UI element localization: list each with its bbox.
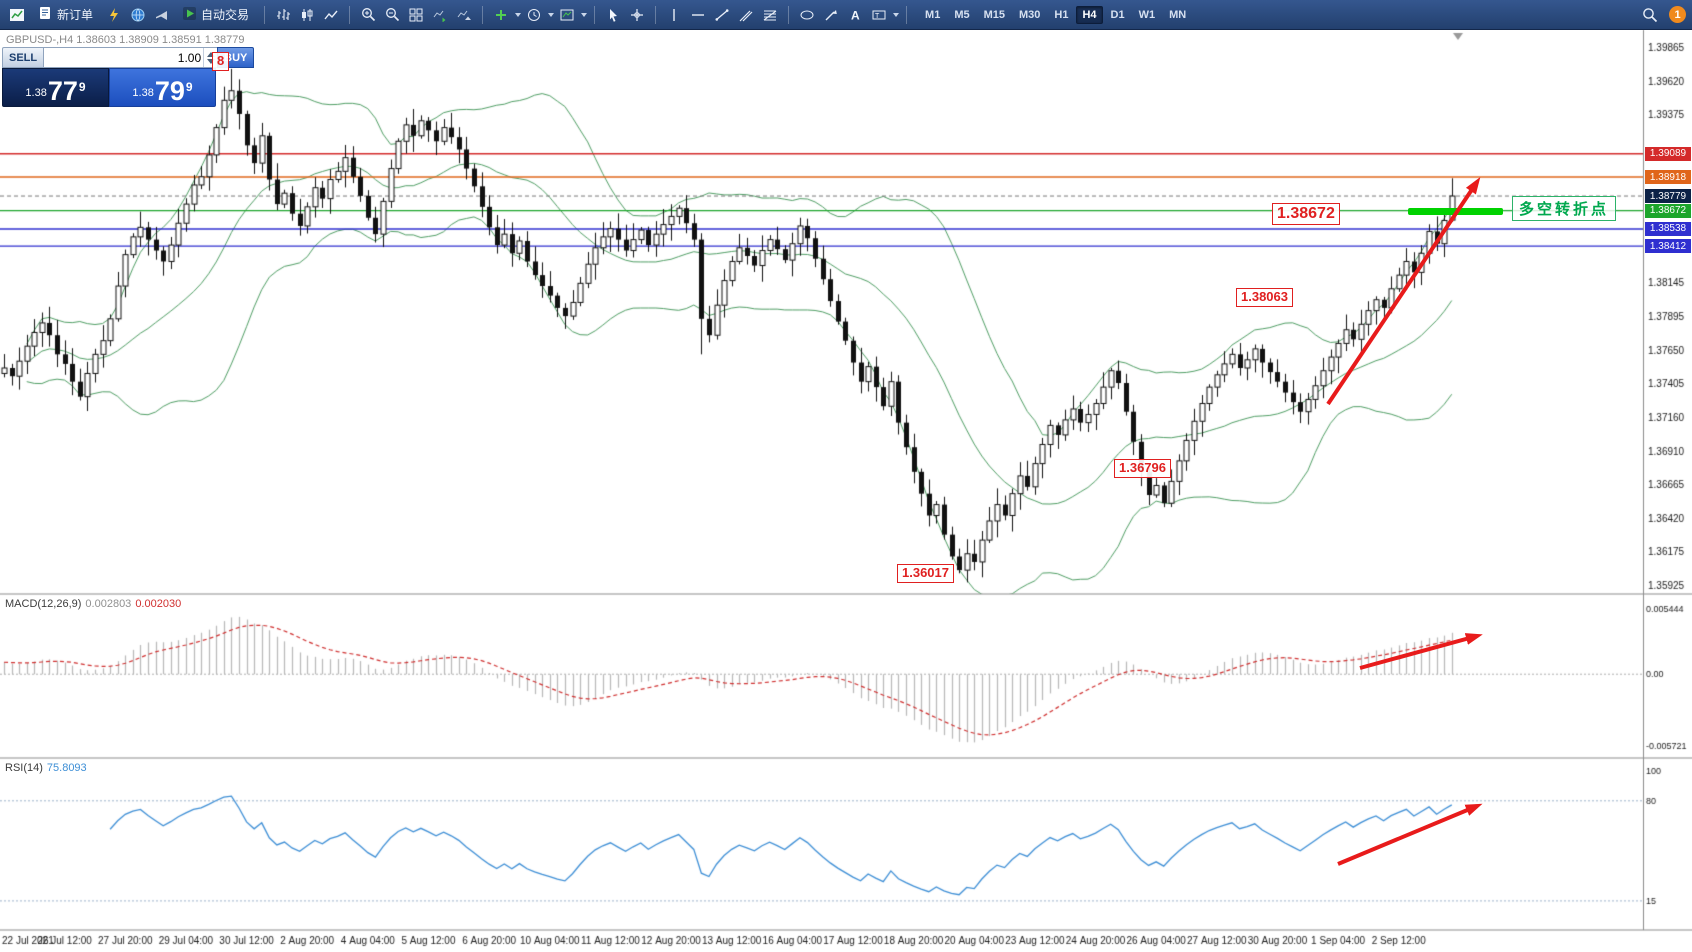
timeframe-m1[interactable]: M1 xyxy=(919,6,946,24)
toolbar: 新订单 自动交易 xyxy=(0,0,1692,30)
svg-text:A: A xyxy=(851,8,860,22)
one-click-trading-panel: SELL BUY 1.38 77 9 1.38 79 9 xyxy=(2,47,255,107)
price-axis-tag: 1.38918 xyxy=(1645,170,1691,185)
turning-point-highlight[interactable] xyxy=(1408,207,1503,215)
text-label-tool-icon[interactable]: T xyxy=(868,4,890,26)
turning-point-annotation[interactable]: 多空转折点 xyxy=(1512,196,1617,221)
indicators-dropdown-caret[interactable] xyxy=(515,12,522,17)
new-order-icon xyxy=(38,6,52,23)
timeframe-h1[interactable]: H1 xyxy=(1048,6,1074,24)
toolbar-separator xyxy=(594,5,596,24)
autotrading-play-icon xyxy=(183,6,197,23)
periods-clock-icon[interactable] xyxy=(523,4,545,26)
channel-tool-icon[interactable] xyxy=(735,4,757,26)
vertical-line-tool-icon[interactable] xyxy=(663,4,685,26)
timeframe-w1[interactable]: W1 xyxy=(1133,6,1162,24)
buy-price-button[interactable]: 1.38 79 9 xyxy=(109,68,216,107)
ask-price-prefix: 1.38 xyxy=(132,87,154,99)
zoom-out-icon[interactable] xyxy=(381,4,403,26)
search-icon[interactable] xyxy=(1639,4,1661,26)
megaphone-icon[interactable] xyxy=(151,4,173,26)
indicators-icon[interactable] xyxy=(490,4,512,26)
templates-icon[interactable] xyxy=(556,4,578,26)
candlestick-chart-type-icon[interactable] xyxy=(296,4,318,26)
tools-dropdown-caret[interactable] xyxy=(893,12,900,17)
toolbar-separator xyxy=(349,5,351,24)
globe-icon[interactable] xyxy=(127,4,149,26)
toolbar-separator xyxy=(482,5,484,24)
price-axis-tag: 1.39089 xyxy=(1645,146,1691,161)
periods-dropdown-caret[interactable] xyxy=(548,12,555,17)
price-annotation-tag[interactable]: 1.36796 xyxy=(1114,459,1171,478)
volume-down-arrow[interactable] xyxy=(206,58,215,64)
svg-text:T: T xyxy=(875,13,880,20)
templates-dropdown-caret[interactable] xyxy=(581,12,588,17)
price-axis-tag: 1.38672 xyxy=(1645,203,1691,218)
cursor-icon[interactable] xyxy=(602,4,624,26)
price-annotation-tag[interactable]: 1.38672 xyxy=(1272,203,1340,226)
timeframe-toolbar: M1 M5 M15 M30 H1 H4 D1 W1 MN xyxy=(918,5,1193,24)
timeframe-d1[interactable]: D1 xyxy=(1105,6,1131,24)
zoom-in-icon[interactable] xyxy=(357,4,379,26)
app-chart-icon xyxy=(6,4,28,26)
price-annotation-tag[interactable]: 1.36017 xyxy=(897,564,954,583)
price-axis-tag: 1.38538 xyxy=(1645,221,1691,236)
trendline-tool-icon[interactable] xyxy=(711,4,733,26)
auto-trading-button[interactable]: 自动交易 xyxy=(175,3,257,26)
volume-stepper[interactable] xyxy=(203,48,217,67)
timeframe-m15[interactable]: M15 xyxy=(978,6,1011,24)
toolbar-separator xyxy=(906,5,908,24)
text-tool-icon[interactable]: A xyxy=(844,4,866,26)
sell-button[interactable]: SELL xyxy=(2,47,45,68)
price-annotation-tag[interactable]: 1.38063 xyxy=(1236,288,1293,307)
lightning-icon[interactable] xyxy=(103,4,125,26)
timeframe-m5[interactable]: M5 xyxy=(948,6,975,24)
rsi-value: 75.8093 xyxy=(46,762,87,774)
bid-price-sup: 9 xyxy=(78,80,86,94)
arrow-tool-icon[interactable] xyxy=(820,4,842,26)
chart-shift-icon[interactable] xyxy=(453,4,475,26)
ask-price-sup: 9 xyxy=(185,80,193,94)
toolbar-separator xyxy=(788,5,790,24)
bid-price-big: 77 xyxy=(47,76,78,107)
timeframe-m30[interactable]: M30 xyxy=(1013,6,1046,24)
chart-ohlc-header: GBPUSD-,H4 1.38603 1.38909 1.38591 1.387… xyxy=(6,34,245,46)
macd-indicator-label: MACD(12,26,9) 0.002803 0.002030 xyxy=(5,598,182,610)
toolbar-separator xyxy=(264,5,266,24)
bid-price-prefix: 1.38 xyxy=(25,87,47,99)
volume-input[interactable] xyxy=(44,50,204,65)
timeframe-h4[interactable]: H4 xyxy=(1076,5,1103,24)
tile-windows-icon[interactable] xyxy=(405,4,427,26)
shapes-tool-icon[interactable] xyxy=(796,4,818,26)
fibonacci-tool-icon[interactable] xyxy=(759,4,781,26)
ask-price-big: 79 xyxy=(154,76,185,107)
bar-chart-type-icon[interactable] xyxy=(272,4,294,26)
volume-field xyxy=(44,47,218,68)
sell-price-button[interactable]: 1.38 77 9 xyxy=(2,68,109,107)
price-annotation-tag[interactable]: 8 xyxy=(212,52,230,71)
crosshair-icon[interactable] xyxy=(626,4,648,26)
notification-badge[interactable]: 1 xyxy=(1669,6,1686,23)
macd-signal-value: 0.002030 xyxy=(135,598,182,610)
timeframe-mn[interactable]: MN xyxy=(1163,6,1192,24)
horizontal-line-tool-icon[interactable] xyxy=(687,4,709,26)
toolbar-separator xyxy=(655,5,657,24)
price-axis-tag: 1.38412 xyxy=(1645,239,1691,254)
volume-up-arrow[interactable] xyxy=(206,51,215,57)
macd-main-value: 0.002803 xyxy=(85,598,132,610)
price-axis-tag: 1.38779 xyxy=(1645,189,1691,204)
new-order-button[interactable]: 新订单 xyxy=(30,3,101,26)
rsi-indicator-label: RSI(14) 75.8093 xyxy=(5,762,87,774)
auto-scroll-icon[interactable] xyxy=(429,4,451,26)
line-chart-type-icon[interactable] xyxy=(320,4,342,26)
